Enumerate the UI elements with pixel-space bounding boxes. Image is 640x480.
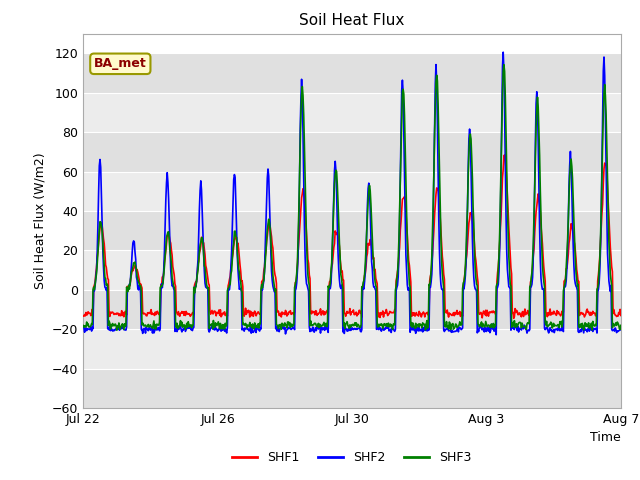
Bar [83, 251, 621, 290]
Legend: SHF1, SHF2, SHF3: SHF1, SHF2, SHF3 [227, 446, 477, 469]
Bar [83, 211, 621, 251]
Title: Soil Heat Flux: Soil Heat Flux [300, 13, 404, 28]
Bar [83, 93, 621, 132]
Bar [83, 132, 621, 171]
Y-axis label: Soil Heat Flux (W/m2): Soil Heat Flux (W/m2) [33, 153, 47, 289]
Bar [83, 329, 621, 369]
Bar [83, 290, 621, 329]
Bar [83, 53, 621, 93]
X-axis label: Time: Time [590, 432, 621, 444]
Text: BA_met: BA_met [94, 57, 147, 70]
Bar [83, 369, 621, 408]
Bar [83, 171, 621, 211]
